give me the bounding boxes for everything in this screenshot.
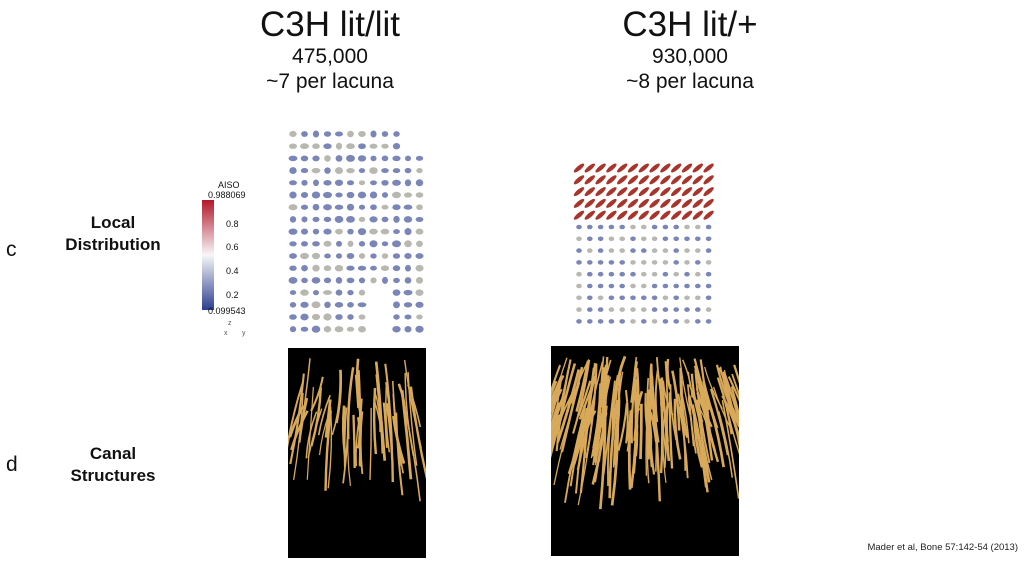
row-letter-c: c <box>6 238 17 261</box>
scale-tick: 0.2 <box>226 290 239 300</box>
citation: Mader et al, Bone 57:142-54 (2013) <box>867 542 1018 553</box>
row-label-local-distribution: Local Distribution <box>65 213 161 254</box>
scale-tick: 0.8 <box>226 219 239 229</box>
column-header-litplus: C3H lit/+ 930,000 ~8 per lacuna <box>590 6 790 94</box>
row-letter-d: d <box>6 453 18 476</box>
canal-structures-image-litlit <box>288 348 426 558</box>
aiso-color-scale: AISO 0.988069 0.8 0.6 0.4 0.2 0.099543 z… <box>190 180 270 340</box>
canal-structures-image-litplus <box>551 346 739 556</box>
scale-gradient-bar <box>202 200 214 310</box>
column-title: C3H lit/lit <box>259 5 401 44</box>
lacunae-count: 930,000 <box>652 45 728 68</box>
column-title: C3H lit/+ <box>622 5 758 44</box>
row-label-canal-structures: Canal Structures <box>70 444 156 485</box>
scale-tick: 0.6 <box>226 242 239 252</box>
local-distribution-image-litplus <box>573 163 714 324</box>
per-lacuna: ~8 per lacuna <box>626 70 754 93</box>
scale-min: 0.099543 <box>208 306 246 316</box>
scale-title: AISO <box>218 180 240 190</box>
scale-max: 0.988069 <box>208 190 246 200</box>
local-distribution-image-litlit <box>288 130 424 333</box>
lacunae-count: 475,000 <box>292 45 368 68</box>
scale-tick: 0.4 <box>226 266 239 276</box>
column-header-litlit: C3H lit/lit 475,000 ~7 per lacuna <box>230 6 430 94</box>
orientation-axes-glyph: z x y <box>224 320 246 337</box>
per-lacuna: ~7 per lacuna <box>266 70 394 93</box>
